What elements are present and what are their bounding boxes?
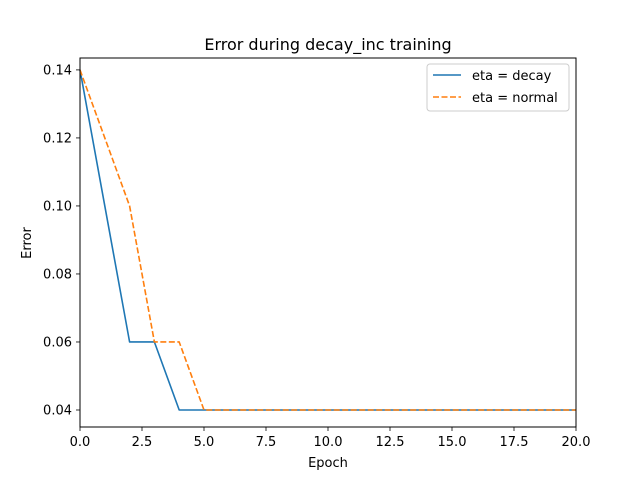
series-layer	[79, 69, 576, 411]
y-axis: 0.04 0.06 0.08 0.10 0.12 0.14	[43, 63, 80, 418]
x-axis-label: Epoch	[308, 456, 348, 471]
y-tick-label: 0.04	[43, 403, 72, 418]
y-tick-label: 0.08	[43, 267, 72, 282]
legend-label-decay: eta = decay	[472, 69, 552, 84]
x-tick-label: 10.0	[314, 435, 343, 450]
x-tick-label: 17.5	[500, 435, 529, 450]
x-tick-label: 0.0	[70, 435, 91, 450]
legend-box	[426, 63, 570, 112]
y-tick-label: 0.10	[43, 199, 72, 214]
x-tick-label: 12.5	[376, 435, 405, 450]
x-tick-label: 20.0	[562, 435, 591, 450]
legend: eta = decay eta = normal	[426, 63, 570, 112]
y-tick-label: 0.12	[43, 131, 72, 146]
x-axis: 0.0 2.5 5.0 7.5 10.0 12.5 15.0 17.5 20.0	[70, 427, 591, 450]
x-tick-label: 5.0	[194, 435, 215, 450]
y-tick-label: 0.14	[43, 63, 72, 78]
y-tick-label: 0.06	[43, 335, 72, 350]
x-tick-label: 2.5	[132, 435, 153, 450]
chart-title: Error during decay_inc training	[204, 35, 451, 55]
x-tick-label: 15.0	[438, 435, 467, 450]
y-axis-label: Error	[20, 227, 35, 259]
series-line-normal	[79, 69, 576, 411]
legend-label-normal: eta = normal	[472, 91, 558, 106]
x-tick-label: 7.5	[256, 435, 277, 450]
